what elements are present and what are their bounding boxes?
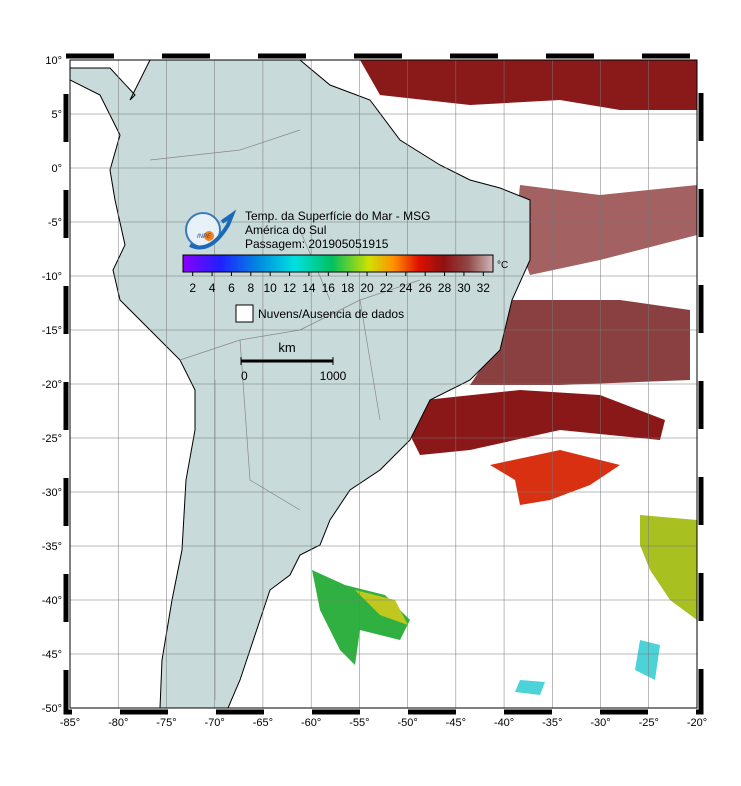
scale-label: 1000 (320, 369, 347, 383)
colorbar-label: 30 (457, 281, 471, 295)
colorbar-label: 24 (399, 281, 413, 295)
colorbar-label: 20 (360, 281, 374, 295)
colorbar-label: 22 (380, 281, 394, 295)
sst-patch (515, 640, 660, 695)
colorbar-label: 26 (419, 281, 433, 295)
colorbar-label: 12 (283, 281, 297, 295)
lon-label: -35° (542, 717, 562, 729)
colorbar-unit: °C (497, 260, 508, 271)
lon-label: -55° (349, 717, 369, 729)
scale-bar: 0 1000 (240, 357, 347, 383)
legend-text: Nuvens/Ausencia de dados (258, 307, 404, 321)
sst-patch (410, 390, 665, 455)
scale-unit: km (278, 340, 295, 355)
lat-label: -35° (42, 541, 62, 553)
lat-label: -40° (42, 595, 62, 607)
colorbar-label: 16 (322, 281, 336, 295)
sst-patch (470, 300, 690, 385)
title-line: Passagem: 201905051915 (245, 237, 389, 251)
colorbar-label: 18 (341, 281, 355, 295)
colorbar-label: 6 (228, 281, 235, 295)
sst-patch (640, 515, 697, 620)
lon-label: -75° (156, 717, 176, 729)
logo-text: INPE (197, 234, 212, 240)
lon-label: -70° (205, 717, 225, 729)
colorbar-label: 10 (264, 281, 278, 295)
lon-label: -80° (108, 717, 128, 729)
lat-label: -25° (42, 433, 62, 445)
sst-patch (360, 60, 697, 110)
lat-label: -50° (42, 703, 62, 715)
colorbar-label: 8 (247, 281, 254, 295)
frame (69, 59, 698, 709)
lon-label: -25° (639, 717, 659, 729)
lat-label: -45° (42, 649, 62, 661)
lon-label: -60° (301, 717, 321, 729)
lat-label: -5° (48, 217, 62, 229)
lon-label: -40° (494, 717, 514, 729)
lat-label: 5° (51, 109, 62, 121)
colorbar (182, 254, 494, 273)
axes: 10° 5° 0° -5° -10° -15° -20° -25° -30° -35° -40° -4… (42, 55, 707, 729)
lon-label: -50° (397, 717, 417, 729)
colorbar-ticks: 2 4 6 8 10 12 14 16 18 20 22 24 26 28 30 32 (189, 272, 490, 295)
scale-label: 0 (241, 369, 248, 383)
map-area (70, 60, 697, 708)
lat-label: -30° (42, 487, 62, 499)
lat-label: -15° (42, 325, 62, 337)
lon-label: -20° (687, 717, 707, 729)
logo: INPE (185, 209, 237, 250)
lat-label: 10° (45, 55, 62, 67)
sst-patch (515, 185, 697, 275)
lat-label: -20° (42, 379, 62, 391)
sst-patch (490, 450, 620, 505)
sst-patch (312, 570, 410, 665)
lon-label: -30° (590, 717, 610, 729)
colorbar-label: 4 (209, 281, 216, 295)
title-line: América do Sul (245, 223, 326, 237)
legend-swatch (235, 304, 254, 323)
sst-patch (355, 590, 408, 625)
colorbar-label: 2 (189, 281, 196, 295)
lon-label: -85° (60, 717, 80, 729)
lat-label: 0° (51, 163, 62, 175)
title-line: Temp. da Superfície do Mar - MSG (245, 209, 430, 223)
grid (70, 60, 697, 708)
colorbar-label: 28 (438, 281, 452, 295)
colorbar-label: 14 (302, 281, 316, 295)
lat-label: -10° (42, 271, 62, 283)
lon-label: -45° (446, 717, 466, 729)
frame-bars (63, 53, 704, 715)
lon-label: -65° (253, 717, 273, 729)
colorbar-label: 32 (477, 281, 491, 295)
